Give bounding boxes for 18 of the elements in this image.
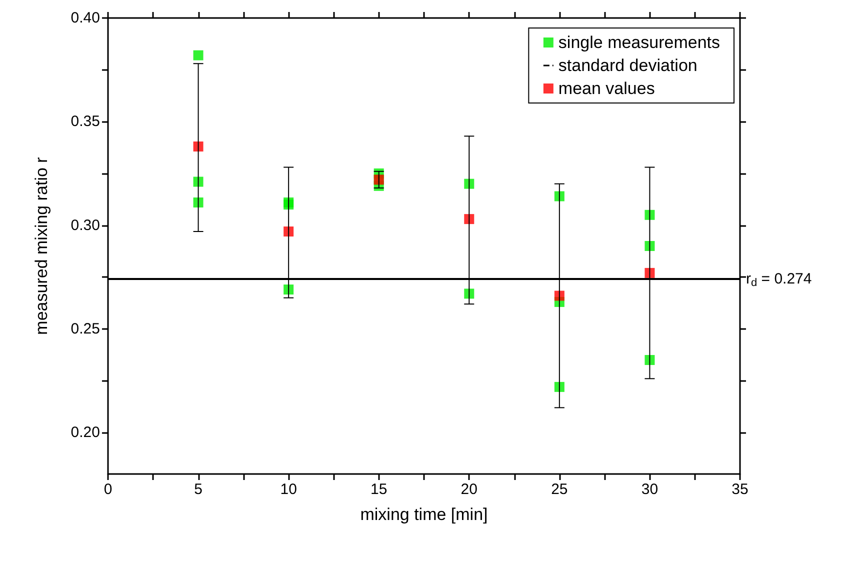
x-tick-label: 15 [370,481,388,498]
x-tick-label: 10 [280,481,297,498]
y-tick-label: 0.25 [70,320,100,338]
x-tick-label: 20 [460,481,478,498]
y-axis-title: measured mixing ratio r [32,156,51,335]
x-tick-label: 35 [732,481,748,498]
x-tick-label: 5 [194,481,202,498]
x-tick-label: 30 [641,481,658,498]
x-tick-label: 25 [551,481,568,498]
y-tick-label: 0.35 [70,113,100,130]
legend-label: standard deviation [558,56,698,75]
legend-label: single measurements [558,33,720,52]
y-tick-label: 0.30 [70,216,100,234]
x-axis-title: mixing time [min] [360,505,488,524]
y-tick-label: 0.20 [70,424,100,442]
x-tick-label: 0 [104,481,112,498]
y-tick-label: 0.40 [70,10,100,26]
legend-label: mean values [558,79,655,98]
